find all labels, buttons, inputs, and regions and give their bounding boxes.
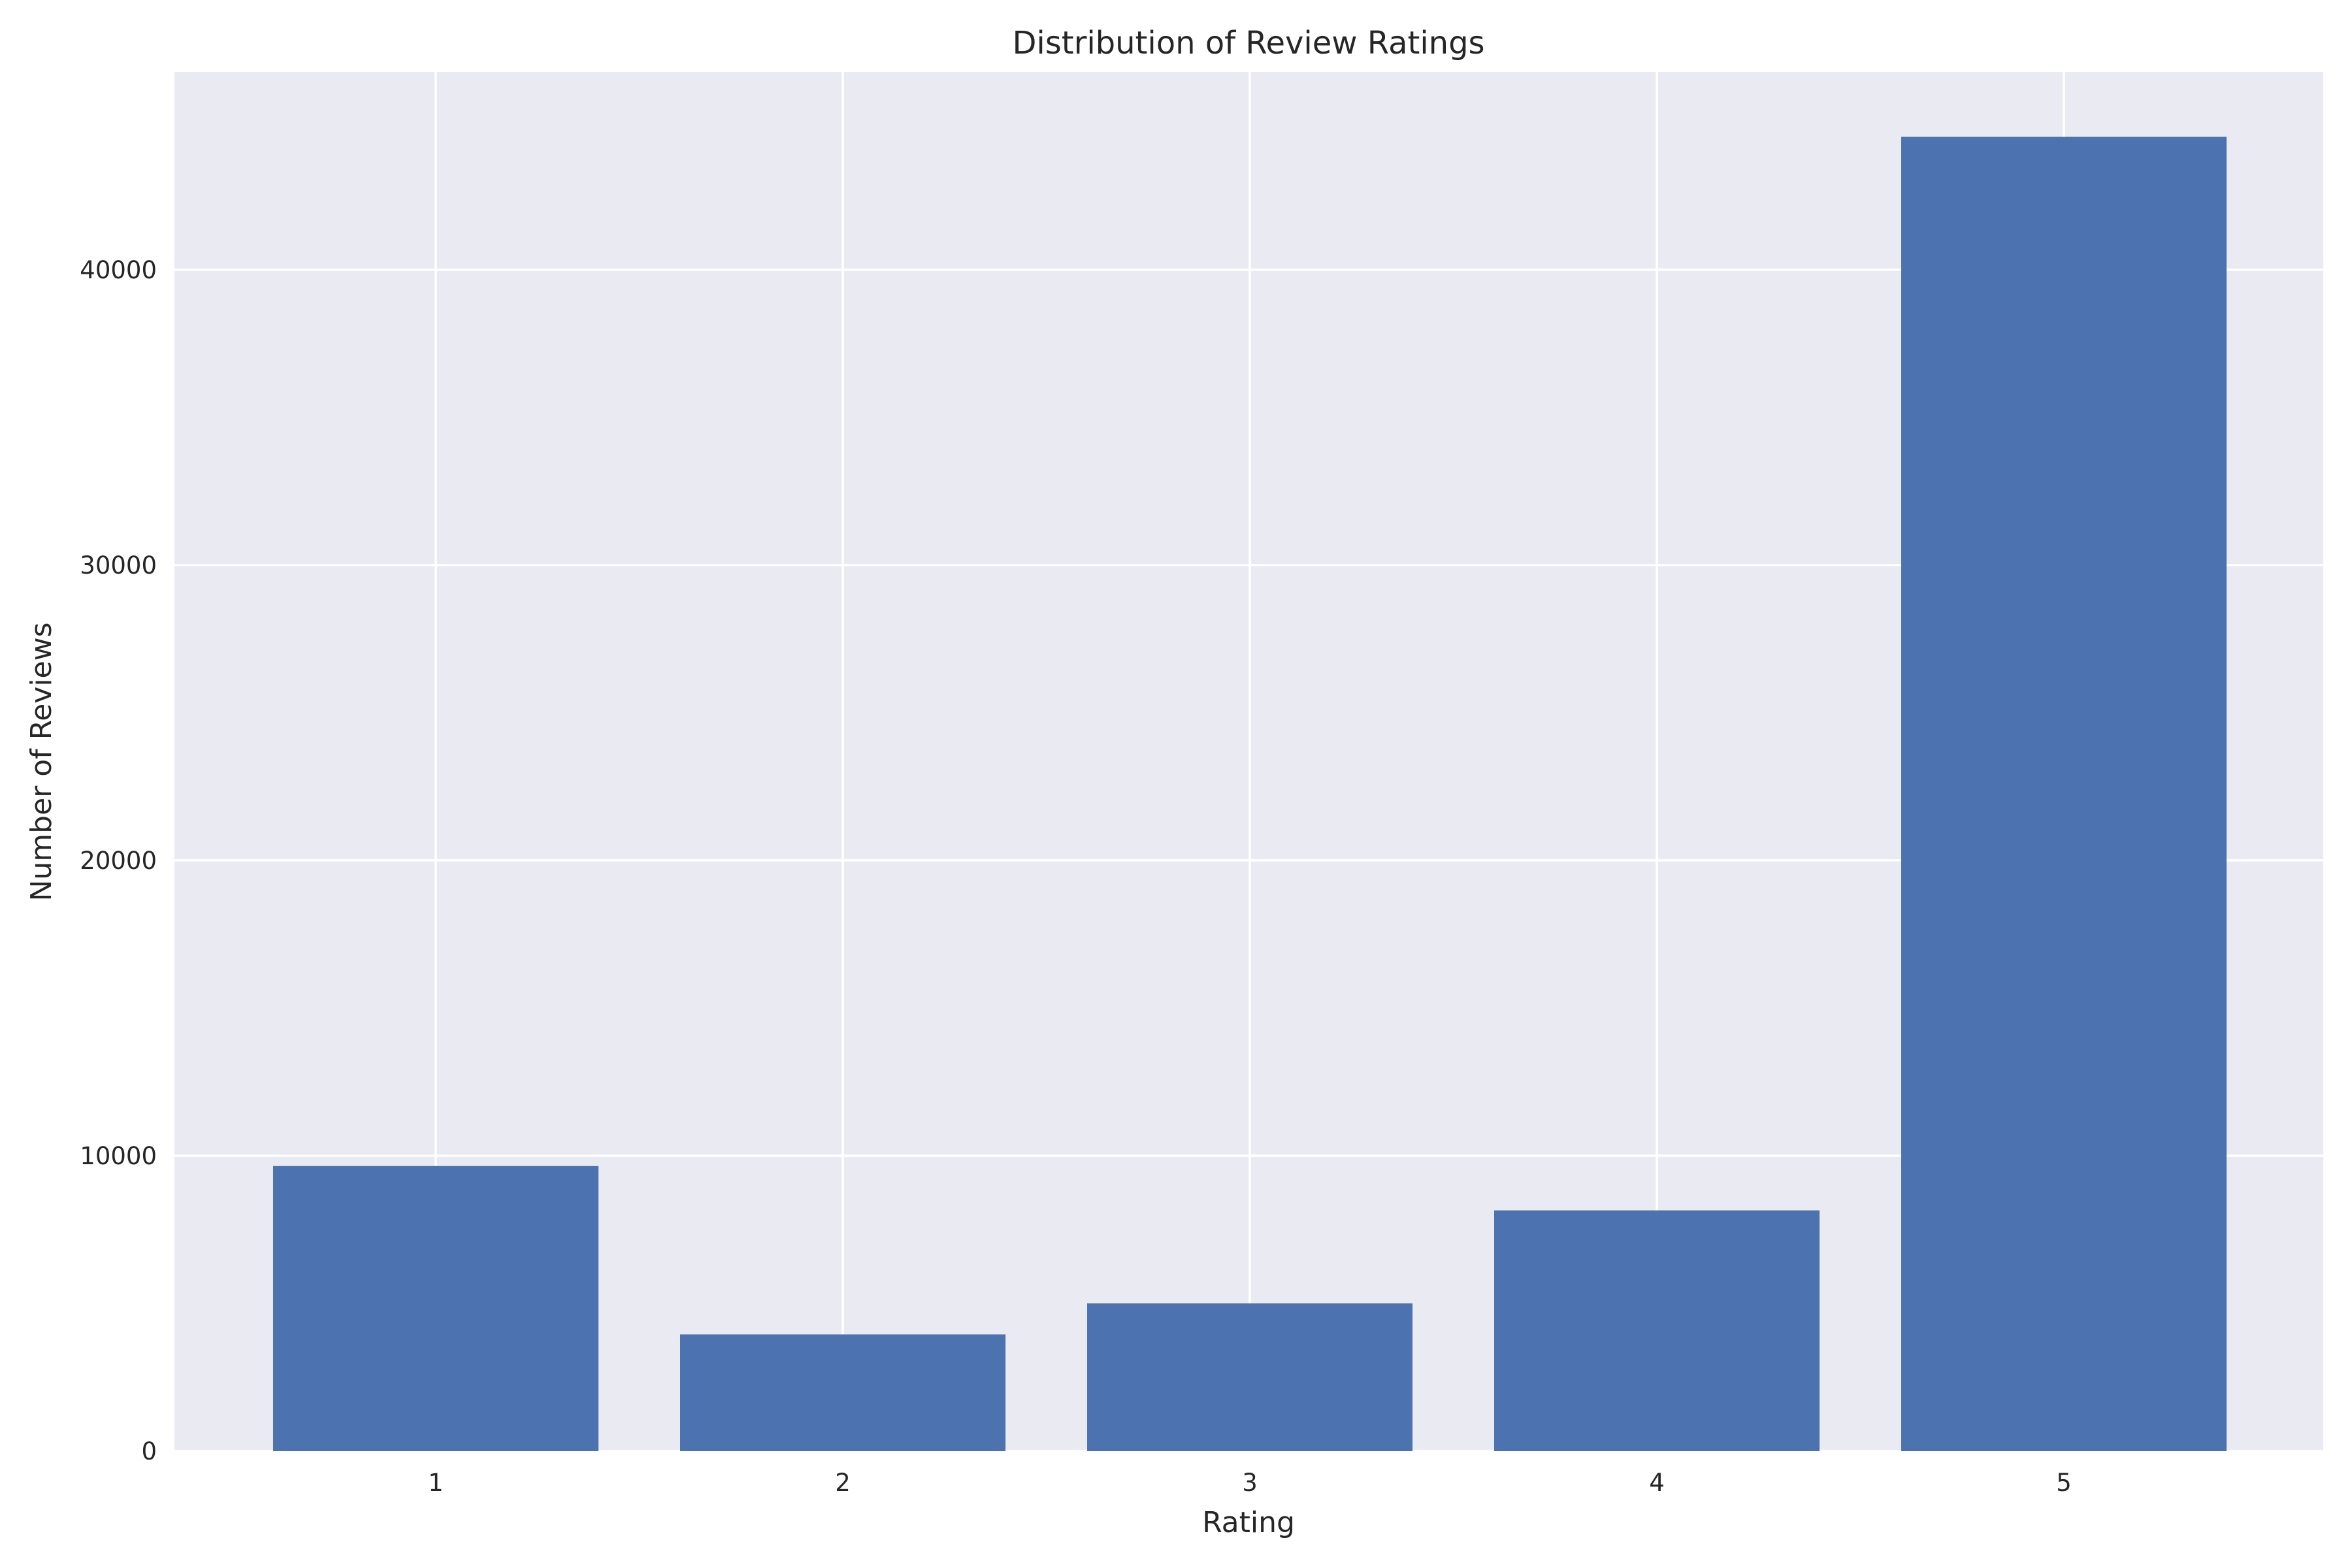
x-tick-label: 4 <box>1649 1469 1665 1497</box>
y-tick-label: 40000 <box>80 256 157 284</box>
y-tick-label: 30000 <box>80 551 157 580</box>
bar-rating-3 <box>1087 1303 1413 1451</box>
x-tick-label: 1 <box>428 1469 444 1497</box>
x-axis-ticks: 1 2 3 4 5 <box>428 1469 2072 1497</box>
y-tick-label: 10000 <box>80 1142 157 1170</box>
bar-rating-5 <box>1901 137 2227 1452</box>
bars <box>273 137 2227 1452</box>
x-tick-label: 3 <box>1242 1469 1258 1497</box>
bar-rating-4 <box>1494 1210 1820 1451</box>
bar-rating-1 <box>273 1166 598 1451</box>
y-axis-ticks: 0 10000 20000 30000 40000 <box>80 256 157 1465</box>
y-tick-label: 20000 <box>80 847 157 875</box>
chart-title: Distribution of Review Ratings <box>1012 25 1484 61</box>
y-tick-label: 0 <box>141 1437 157 1465</box>
x-tick-label: 5 <box>2056 1469 2072 1497</box>
bar-rating-2 <box>680 1334 1005 1451</box>
x-axis-label: Rating <box>1202 1506 1295 1539</box>
x-tick-label: 2 <box>835 1469 851 1497</box>
y-axis-label: Number of Reviews <box>25 622 58 901</box>
